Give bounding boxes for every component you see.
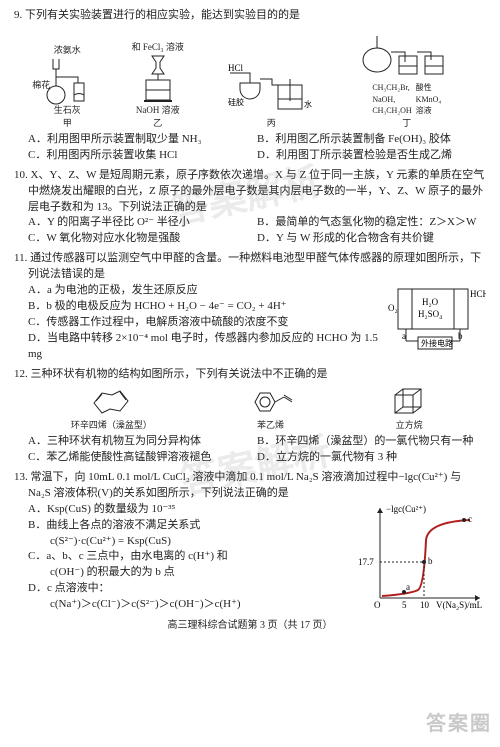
q10-opt-c: C．W 氧化物对应水化物是强酸 <box>28 231 257 247</box>
label-ding: 丁 <box>402 117 411 130</box>
svg-text:10: 10 <box>420 600 430 610</box>
question-12: 12. 三种环状有机物的结构如图所示，下列有关说法中不正确的是 环辛四烯（澡盆型… <box>14 367 486 466</box>
q11-opt-c: C．传感器工作过程中，电解质溶液中硫酸的浓度不变 <box>14 315 380 331</box>
label-shishihui: 生石灰 <box>54 104 81 117</box>
question-9: 9. 下列有关实验装置进行的相应实验，能达到实验目的的是 浓氨水 棉花 <box>14 8 486 164</box>
q13-opt-a: A．Ksp(CuS) 的数量级为 10⁻³⁵ <box>14 502 348 518</box>
ytick-label: 17.7 <box>358 557 374 567</box>
svg-text:O₂: O₂ <box>388 303 398 313</box>
q12-diagrams: 环辛四烯（澡盆型） 苯乙烯 立方烷 <box>14 383 486 434</box>
label-cotton: 棉花 <box>32 79 50 92</box>
diagram-bing: HCl 硅胶 水 丙 <box>226 61 316 130</box>
label-styrene: 苯乙烯 <box>257 419 284 432</box>
q12-opt-a: A．三种环状有机物互为同分异构体 <box>28 434 257 450</box>
label-jia: 甲 <box>63 117 72 130</box>
ylabel: −lgc(Cu²⁺) <box>386 504 426 514</box>
q10-opt-a: A．Y 的阳离子半径比 O²⁻ 半径小 <box>28 215 257 231</box>
svg-text:a: a <box>406 582 410 592</box>
q11-stem: 11. 通过传感器可以监测空气中甲醛的含量。一种燃料电池型甲醛气体传感器的原理如… <box>14 251 486 283</box>
q11-opt-d: D．当电路中转移 2×10⁻⁴ mol 电子时，传感器内参加反应的 HCHO 为… <box>14 331 380 363</box>
q10-opt-d: D．Y 与 W 形成的化合物含有共价键 <box>257 231 486 247</box>
apparatus-bing-icon: HCl 硅胶 水 <box>226 61 316 117</box>
q12-opt-b: B．环辛四烯（澡盆型）的一氯代物只有一种 <box>257 434 486 450</box>
cyclooctatetraene-icon <box>86 385 136 419</box>
svg-text:H₂O: H₂O <box>422 297 439 307</box>
q12-opt-d: D．立方烷的一氯代物有 3 种 <box>257 450 486 466</box>
page-footer: 高三理科综合试题第 3 页（共 17 页） <box>14 619 486 634</box>
q9-opt-c: C．利用图丙所示装置收集 HCl <box>28 148 257 164</box>
svg-text:HCHO: HCHO <box>470 289 486 299</box>
apparatus-ding-icon <box>359 26 455 82</box>
q13-opt-b: B．曲线上各点的溶液不满足关系式 c(S²⁻)·c(Cu²⁺) = Ksp(Cu… <box>14 518 348 550</box>
label-naoh: NaOH 溶液 <box>136 104 180 117</box>
q12-stem: 12. 三种环状有机物的结构如图所示，下列有关说法中不正确的是 <box>14 367 486 383</box>
svg-text:H₂SO₄: H₂SO₄ <box>418 309 442 319</box>
q11-opt-b: B．b 极的电极反应为 HCHO + H₂O − 4e⁻ = CO₂ + 4H⁺ <box>14 299 380 315</box>
q10-opt-b: B．最简单的气态氢化物的稳定性：Z＞X＞W <box>257 215 486 231</box>
struct-styrene: 苯乙烯 <box>246 385 296 432</box>
q11-opt-a: A．a 为电池的正极，发生还原反应 <box>14 283 380 299</box>
xlabel: V(Na₂S)/mL <box>436 600 482 610</box>
q9-opt-a: A．利用图甲所示装置制取少量 NH₃ <box>28 132 257 148</box>
label-nongqinshui: 浓氨水 <box>54 44 81 57</box>
q9-diagrams: 浓氨水 棉花 生石灰 甲 和 FeCl₃ 溶液 <box>14 24 486 132</box>
struct-cyclooctatetraene: 环辛四烯（澡盆型） <box>71 385 152 432</box>
svg-text:水: 水 <box>304 99 312 109</box>
label-cubane: 立方烷 <box>396 419 423 432</box>
question-11: 11. 通过传感器可以监测空气中甲醛的含量。一种燃料电池型甲醛气体传感器的原理如… <box>14 251 486 363</box>
label-bing: 丙 <box>267 117 276 130</box>
q9-opt-b: B．利用图乙所示装置制备 Fe(OH)₃ 胶体 <box>257 132 486 148</box>
styrene-icon <box>246 385 296 419</box>
label-mix: CH₃CH₂Br, NaOH, CH₃CH₂OH <box>372 82 411 117</box>
q13-stem: 13. 常温下，向 10mL 0.1 mol/L CuCl₂ 溶液中滴加 0.1… <box>14 470 486 502</box>
diagram-jia: 浓氨水 棉花 生石灰 甲 <box>45 44 89 130</box>
svg-text:a: a <box>402 331 406 341</box>
q9-stem: 9. 下列有关实验装置进行的相应实验，能达到实验目的的是 <box>14 8 486 24</box>
cubane-icon <box>389 385 429 419</box>
question-10: 10. X、Y、Z、W 是短周期元素，原子序数依次递增。X 与 Z 位于同一主族… <box>14 168 486 248</box>
diagram-yi: 和 FeCl₃ 溶液 NaOH 溶液 乙 <box>132 41 184 130</box>
q11-diagram-icon: O₂ HCHO H₂O H₂SO₄ a b 外接电路 <box>388 283 486 353</box>
origin-label: O <box>374 600 381 610</box>
svg-text:b: b <box>428 556 433 566</box>
watermark-corner: 答案圈 <box>426 710 492 739</box>
svg-text:c: c <box>468 514 472 524</box>
struct-cubane: 立方烷 <box>389 385 429 432</box>
svg-text:外接电路: 外接电路 <box>421 338 453 348</box>
svg-text:5: 5 <box>402 600 407 610</box>
label-kmno4: 酸性 KMnO₄ 溶液 <box>416 82 441 117</box>
label-yi: 乙 <box>153 117 162 130</box>
q10-stem: 10. X、Y、Z、W 是短周期元素，原子序数依次递增。X 与 Z 位于同一主族… <box>14 168 486 216</box>
q13-opt-c: C．a、b、c 三点中，由水电离的 c(H⁺) 和 c(OH⁻) 的积最大的为 … <box>14 549 348 581</box>
apparatus-yi-icon <box>138 54 178 104</box>
q9-opt-d: D．利用图丁所示装置检验是否生成乙烯 <box>257 148 486 164</box>
apparatus-jia-icon <box>45 57 89 107</box>
question-13: 13. 常温下，向 10mL 0.1 mol/L CuCl₂ 溶液中滴加 0.1… <box>14 470 486 613</box>
label-hcl-icon: HCl <box>228 63 244 73</box>
label-fecl3: 和 FeCl₃ 溶液 <box>132 41 184 54</box>
q13-opt-d: D．c 点溶液中： c(Na⁺)＞c(Cl⁻)＞c(S²⁻)＞c(OH⁻)＞c(… <box>14 581 348 613</box>
q13-graph-icon: a b c 17.7 −lgc(Cu²⁺) O 5 10 V(Na₂S)/mL <box>356 502 486 612</box>
diagram-ding: CH₃CH₂Br, NaOH, CH₃CH₂OH 酸性 KMnO₄ 溶液 丁 <box>359 26 455 130</box>
q12-opt-c: C．苯乙烯能使酸性高锰酸钾溶液褪色 <box>28 450 257 466</box>
svg-text:硅胶: 硅胶 <box>228 97 244 107</box>
label-cycloocta: 环辛四烯（澡盆型） <box>71 419 152 432</box>
